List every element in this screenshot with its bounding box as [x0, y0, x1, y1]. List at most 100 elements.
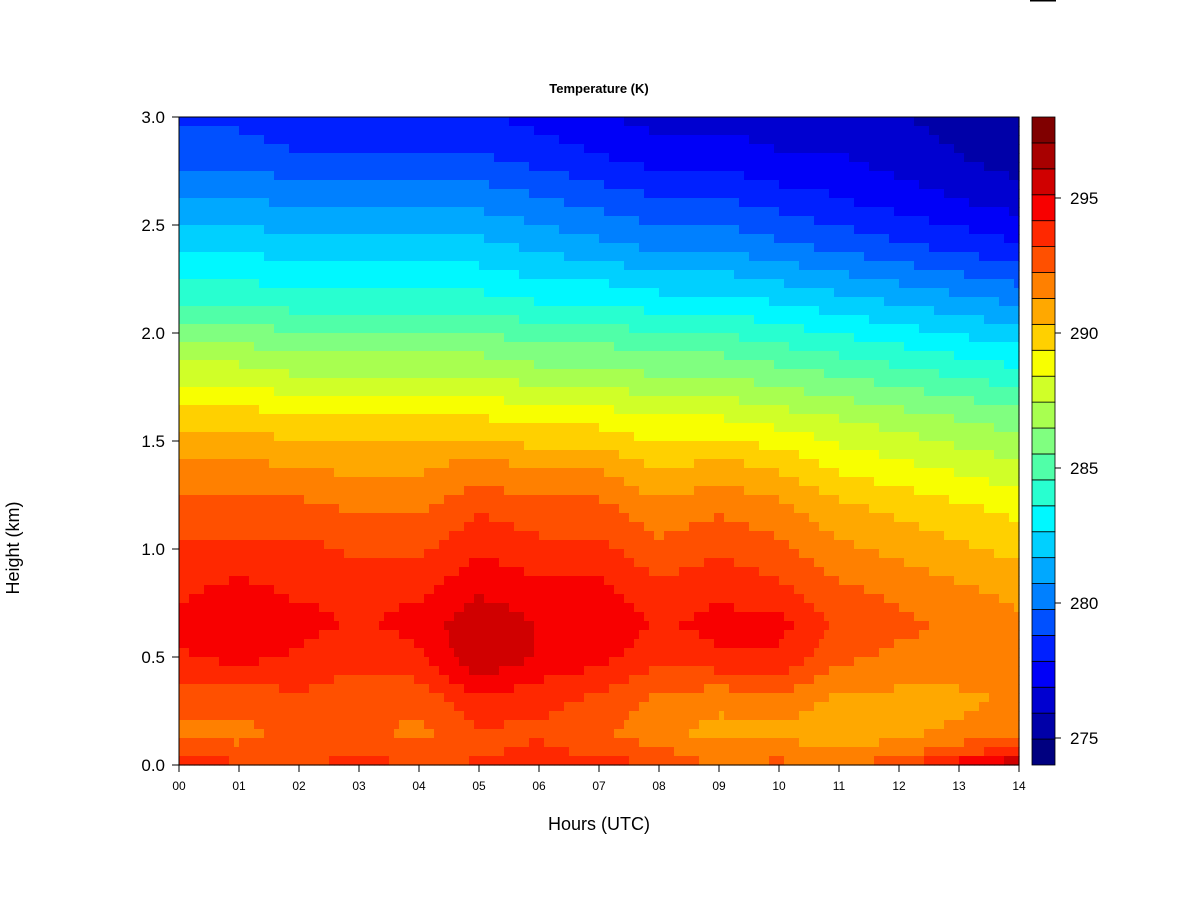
heatmap-cell	[829, 117, 835, 127]
heatmap-cell	[814, 342, 820, 352]
heatmap-cell	[644, 135, 650, 145]
heatmap-cell	[434, 180, 440, 190]
heatmap-cell	[564, 162, 570, 172]
heatmap-cell	[504, 297, 510, 307]
heatmap-cell	[924, 261, 930, 271]
heatmap-cell	[954, 279, 960, 289]
heatmap-cell	[424, 288, 430, 298]
heatmap-cell	[619, 171, 625, 181]
heatmap-cell	[869, 297, 875, 307]
heatmap-cell	[444, 243, 450, 253]
heatmap-cell	[554, 288, 560, 298]
heatmap-cell	[209, 324, 215, 334]
heatmap-cell	[359, 252, 365, 262]
heatmap-cell	[1009, 153, 1015, 163]
heatmap-cell	[914, 153, 920, 163]
heatmap-cell	[494, 216, 500, 226]
heatmap-cell	[664, 126, 670, 136]
heatmap-cell	[974, 288, 980, 298]
heatmap-cell	[929, 126, 935, 136]
heatmap-cell	[774, 360, 780, 370]
heatmap-cell	[979, 324, 985, 334]
heatmap-cell	[919, 171, 925, 181]
heatmap-cell	[574, 288, 580, 298]
heatmap-cell	[189, 162, 195, 172]
heatmap-cell	[679, 216, 685, 226]
heatmap-cell	[879, 198, 885, 208]
heatmap-cell	[969, 342, 975, 352]
heatmap-cell	[989, 333, 995, 343]
heatmap-cell	[384, 315, 390, 325]
heatmap-cell	[179, 378, 185, 388]
heatmap-cell	[264, 198, 270, 208]
heatmap-cell	[934, 162, 940, 172]
heatmap-cell	[319, 144, 325, 154]
heatmap-cell	[824, 234, 830, 244]
heatmap-cell	[614, 144, 620, 154]
heatmap-cell	[239, 360, 245, 370]
heatmap-cell	[304, 279, 310, 289]
heatmap-cell	[1004, 360, 1010, 370]
heatmap-cell	[754, 171, 760, 181]
heatmap-cell	[564, 351, 570, 361]
heatmap-cell	[474, 279, 480, 289]
heatmap-cell	[829, 261, 835, 271]
heatmap-cell	[479, 288, 485, 298]
heatmap-cell	[639, 279, 645, 289]
heatmap-cell	[714, 117, 720, 127]
heatmap-cell	[994, 117, 1000, 127]
heatmap-cell	[499, 171, 505, 181]
heatmap-cell	[894, 279, 900, 289]
heatmap-cell	[544, 198, 550, 208]
heatmap-cell	[304, 180, 310, 190]
heatmap-cell	[499, 162, 505, 172]
heatmap-cell	[974, 342, 980, 352]
heatmap-cell	[954, 207, 960, 217]
heatmap-cell	[729, 126, 735, 136]
heatmap-cell	[614, 216, 620, 226]
heatmap-cell	[194, 126, 200, 136]
heatmap-cell	[384, 153, 390, 163]
heatmap-cell	[699, 216, 705, 226]
heatmap-cell	[419, 216, 425, 226]
heatmap-cell	[884, 297, 890, 307]
heatmap-cell	[249, 279, 255, 289]
heatmap-cell	[729, 243, 735, 253]
heatmap-cell	[604, 279, 610, 289]
heatmap-cell	[664, 270, 670, 280]
heatmap-cell	[1004, 180, 1010, 190]
heatmap-cell	[989, 315, 995, 325]
heatmap-cell	[919, 189, 925, 199]
heatmap-cell	[189, 333, 195, 343]
heatmap-cell	[404, 234, 410, 244]
heatmap-cell	[374, 279, 380, 289]
heatmap-cell	[859, 171, 865, 181]
heatmap-cell	[399, 153, 405, 163]
heatmap-cell	[289, 189, 295, 199]
heatmap-cell	[919, 243, 925, 253]
heatmap-cell	[814, 306, 820, 316]
heatmap-cell	[419, 198, 425, 208]
heatmap-cell	[659, 369, 665, 379]
heatmap-cell	[999, 243, 1005, 253]
heatmap-cell	[444, 225, 450, 235]
heatmap-cell	[379, 315, 385, 325]
heatmap-cell	[219, 153, 225, 163]
heatmap-cell	[804, 288, 810, 298]
heatmap-cell	[999, 369, 1005, 379]
heatmap-cell	[974, 252, 980, 262]
heatmap-cell	[469, 189, 475, 199]
heatmap-cell	[434, 333, 440, 343]
heatmap-cell	[534, 288, 540, 298]
heatmap-cell	[359, 144, 365, 154]
heatmap-cell	[484, 360, 490, 370]
heatmap-cell	[189, 252, 195, 262]
heatmap-cell	[649, 324, 655, 334]
heatmap-cell	[604, 315, 610, 325]
heatmap-cell	[969, 324, 975, 334]
heatmap-cell	[414, 378, 420, 388]
heatmap-cell	[734, 243, 740, 253]
heatmap-cell	[724, 144, 730, 154]
heatmap-cell	[274, 252, 280, 262]
heatmap-cell	[499, 216, 505, 226]
